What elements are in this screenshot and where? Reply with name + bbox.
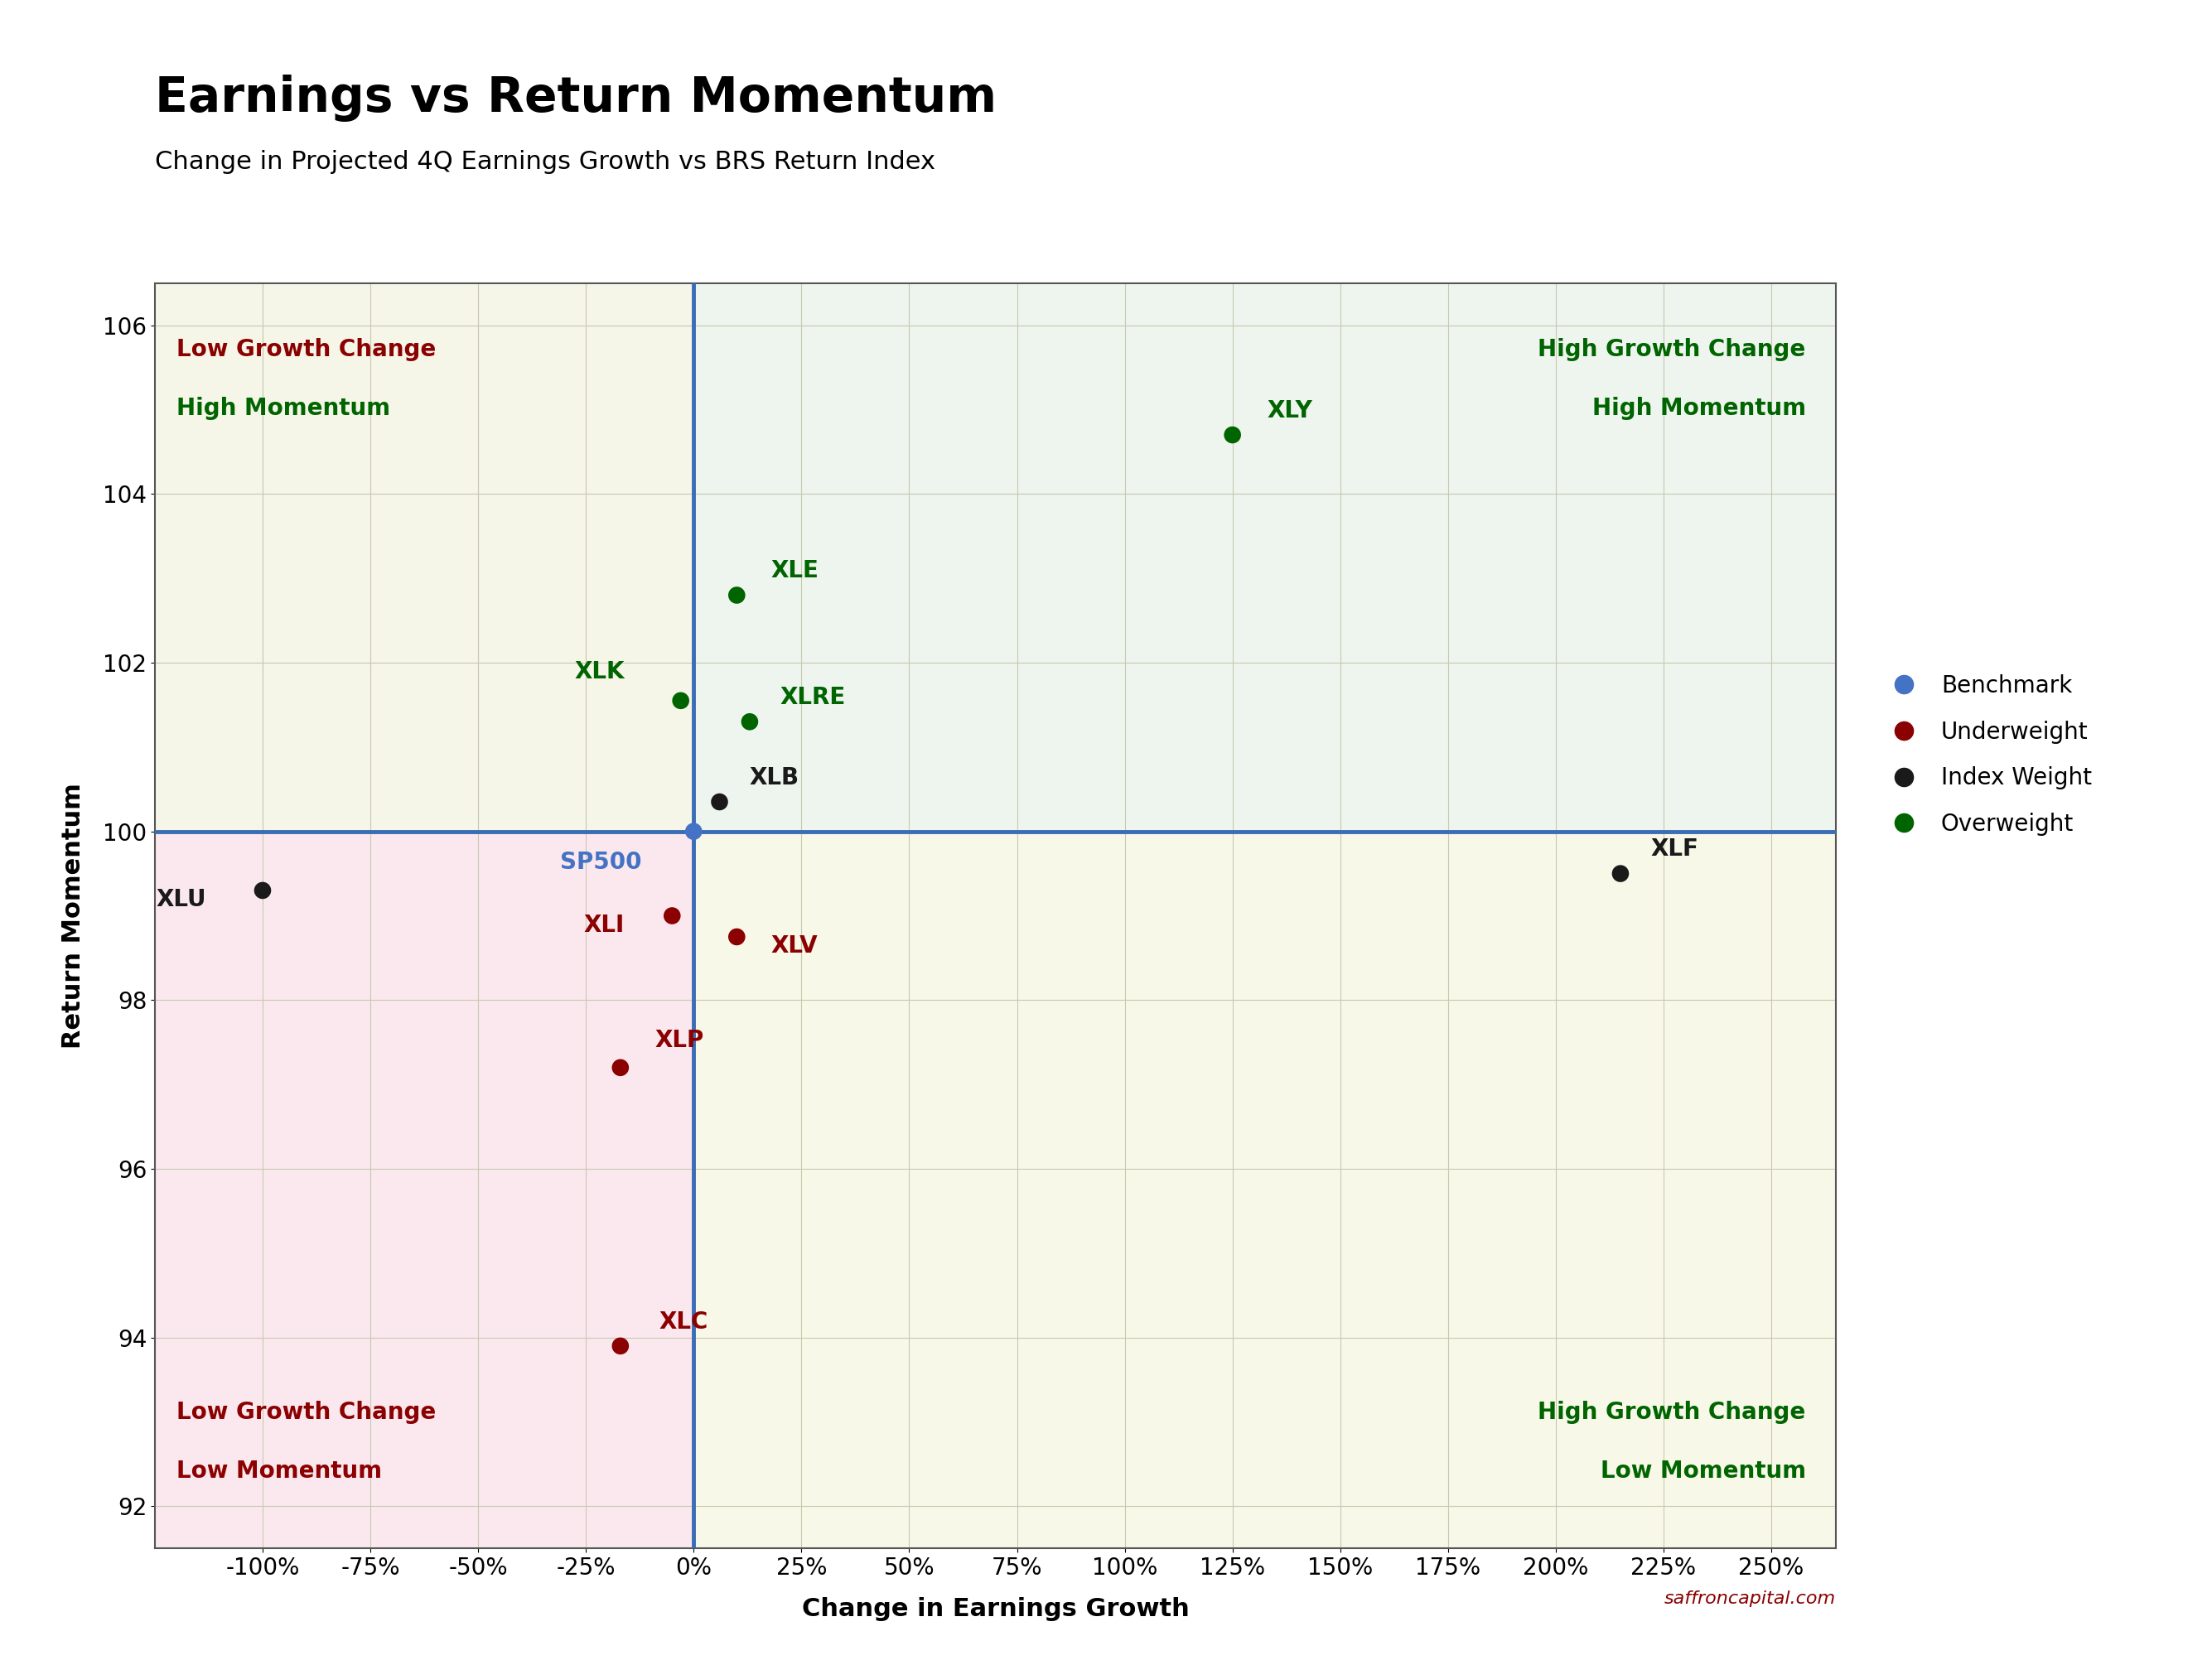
Text: XLI: XLI — [584, 914, 624, 937]
Legend: Benchmark, Underweight, Index Weight, Overweight: Benchmark, Underweight, Index Weight, Ov… — [1880, 674, 2093, 836]
Point — [1214, 421, 1250, 448]
Text: Low Growth Change: Low Growth Change — [177, 338, 436, 361]
Point — [602, 1054, 637, 1081]
Text: XLK: XLK — [575, 661, 624, 684]
Text: XLY: XLY — [1267, 400, 1312, 423]
X-axis label: Change in Earnings Growth: Change in Earnings Growth — [801, 1597, 1190, 1622]
Point — [701, 789, 737, 816]
Text: High Momentum: High Momentum — [1593, 396, 1805, 420]
Text: XLU: XLU — [157, 889, 206, 911]
Text: XLP: XLP — [655, 1029, 703, 1052]
Point — [677, 818, 712, 844]
Text: XLRE: XLRE — [781, 686, 845, 709]
Text: XLF: XLF — [1650, 837, 1699, 861]
Text: SP500: SP500 — [560, 851, 641, 874]
Point — [719, 581, 754, 608]
Text: saffroncapital.com: saffroncapital.com — [1663, 1590, 1836, 1607]
Text: Change in Projected 4Q Earnings Growth vs BRS Return Index: Change in Projected 4Q Earnings Growth v… — [155, 150, 936, 173]
Point — [602, 1332, 637, 1359]
Text: XLV: XLV — [772, 934, 818, 957]
Text: XLE: XLE — [772, 559, 818, 583]
Text: High Growth Change: High Growth Change — [1537, 338, 1805, 361]
Point — [1604, 861, 1639, 887]
Text: XLC: XLC — [659, 1310, 708, 1334]
Point — [246, 877, 281, 904]
Text: Earnings vs Return Momentum: Earnings vs Return Momentum — [155, 75, 998, 122]
Y-axis label: Return Momentum: Return Momentum — [62, 783, 86, 1049]
Text: Low Growth Change: Low Growth Change — [177, 1400, 436, 1424]
Text: Low Momentum: Low Momentum — [177, 1460, 383, 1484]
Text: High Momentum: High Momentum — [177, 396, 389, 420]
Point — [719, 924, 754, 951]
Text: XLB: XLB — [750, 766, 799, 789]
Point — [732, 708, 768, 734]
Text: High Growth Change: High Growth Change — [1537, 1400, 1805, 1424]
Point — [664, 688, 699, 714]
Point — [655, 902, 690, 929]
Text: Low Momentum: Low Momentum — [1599, 1460, 1805, 1484]
